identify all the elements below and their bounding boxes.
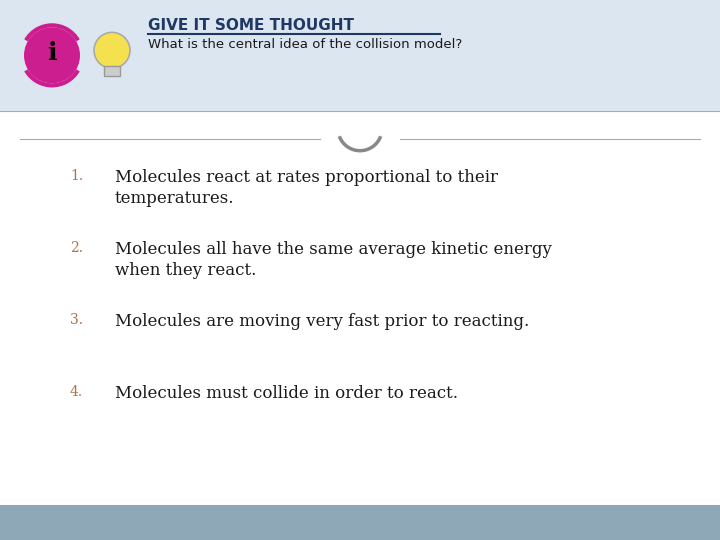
Text: 2.: 2. xyxy=(70,241,83,255)
Text: Molecules react at rates proportional to their
temperatures.: Molecules react at rates proportional to… xyxy=(115,168,498,207)
Text: Molecules all have the same average kinetic energy
when they react.: Molecules all have the same average kine… xyxy=(115,241,552,279)
Text: 4.: 4. xyxy=(70,384,83,399)
Circle shape xyxy=(94,32,130,69)
Text: 1.: 1. xyxy=(70,168,83,183)
Text: GIVE IT SOME THOUGHT: GIVE IT SOME THOUGHT xyxy=(148,18,354,33)
Text: 3.: 3. xyxy=(70,313,83,327)
Text: What is the central idea of the collision model?: What is the central idea of the collisio… xyxy=(148,38,462,51)
FancyBboxPatch shape xyxy=(104,66,120,76)
FancyBboxPatch shape xyxy=(0,0,720,111)
Circle shape xyxy=(24,28,80,83)
Text: Molecules are moving very fast prior to reacting.: Molecules are moving very fast prior to … xyxy=(115,313,529,330)
Text: Molecules must collide in order to react.: Molecules must collide in order to react… xyxy=(115,384,458,402)
FancyBboxPatch shape xyxy=(0,505,720,540)
Text: i: i xyxy=(48,42,57,65)
